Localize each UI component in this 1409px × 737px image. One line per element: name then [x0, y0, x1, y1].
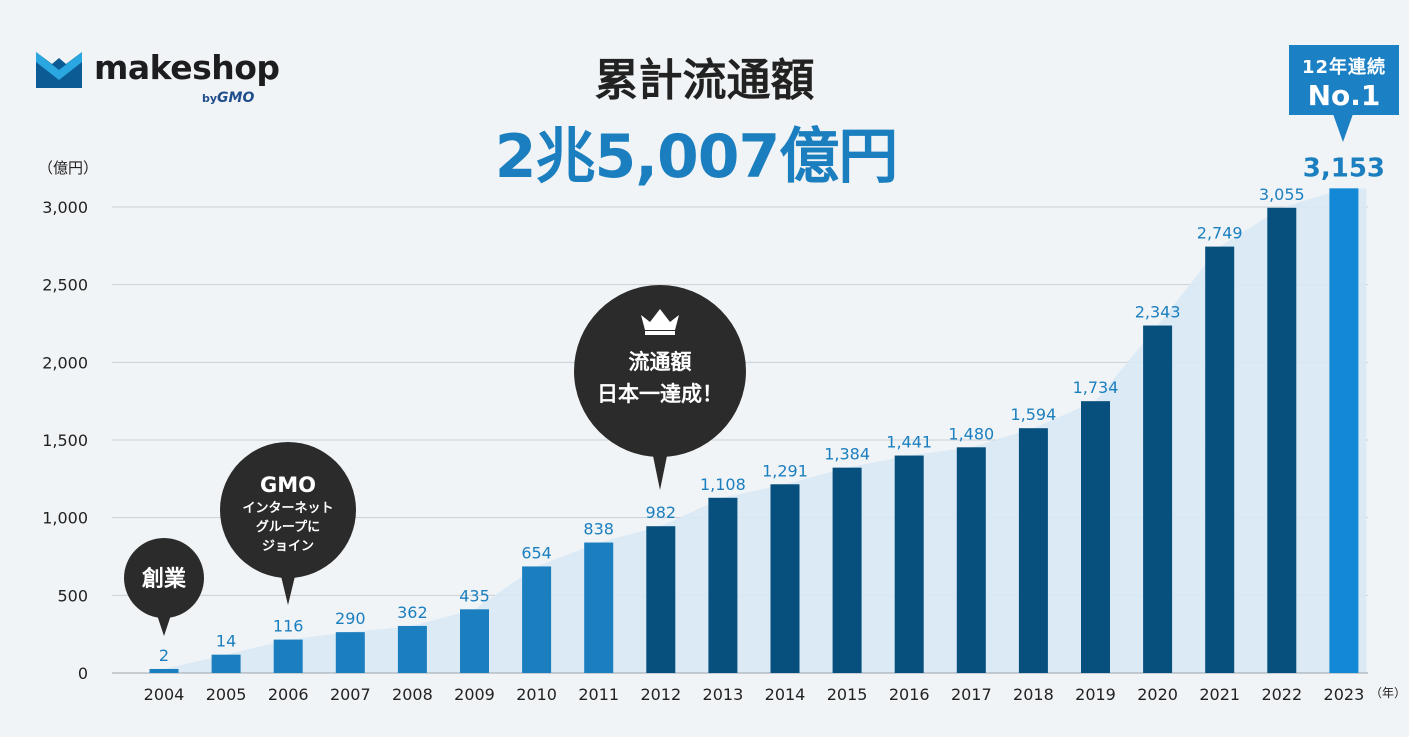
value-label: 654 — [521, 543, 552, 562]
callout-bubble — [574, 285, 746, 457]
value-label: 2 — [159, 646, 169, 665]
badge-line2: No.1 — [1307, 79, 1381, 112]
y-tick-label: 1,000 — [42, 509, 88, 528]
value-label: 14 — [216, 632, 236, 651]
value-label: 1,441 — [886, 433, 932, 452]
callout-text: ジョイン — [262, 539, 314, 554]
page-title: 累計流通額 — [594, 55, 815, 106]
bar-2012 — [646, 526, 676, 673]
makeshop-logo: makeshop byGMO — [36, 48, 286, 108]
x-tick-label: 2007 — [330, 685, 371, 704]
bar-2018 — [1018, 428, 1048, 673]
y-tick-label: 2,000 — [42, 353, 88, 372]
y-tick-label: 2,500 — [42, 276, 88, 295]
callout-tail — [156, 612, 172, 636]
bar-2021 — [1205, 246, 1235, 674]
bar-2004 — [149, 668, 179, 673]
callout-text: グループに — [256, 519, 320, 535]
value-label: 1,291 — [762, 461, 808, 480]
value-label: 3,153 — [1303, 153, 1385, 183]
value-label: 1,108 — [700, 475, 746, 494]
x-tick-label: 2011 — [578, 685, 619, 704]
badge-line1: 12年連続 — [1301, 57, 1387, 78]
value-label: 116 — [273, 617, 304, 636]
x-axis-label: （年） — [1370, 686, 1406, 700]
x-tick-label: 2012 — [640, 685, 681, 704]
bar-2010 — [522, 566, 552, 673]
cumulative-area — [149, 188, 1367, 674]
x-tick-label: 2015 — [827, 685, 868, 704]
callout-tail — [652, 451, 668, 490]
x-tick-label: 2017 — [951, 685, 992, 704]
bar-2015 — [832, 467, 862, 673]
callout-text: 創業 — [142, 567, 187, 592]
y-axis-label: （億円） — [38, 159, 98, 177]
bar-2014 — [770, 484, 800, 673]
bar-2011 — [584, 542, 614, 673]
x-tick-label: 2006 — [268, 685, 309, 704]
bar-2016 — [894, 455, 924, 673]
callout-text: GMO — [260, 473, 316, 497]
crown-icon — [641, 309, 679, 330]
bar-2007 — [335, 632, 365, 673]
bar-2009 — [460, 609, 489, 673]
x-tick-label: 2005 — [206, 685, 247, 704]
brand-byline: byGMO — [202, 90, 254, 106]
y-tick-label: 500 — [57, 586, 88, 605]
value-label: 435 — [459, 586, 490, 605]
parent-brand: GMO — [217, 90, 255, 106]
crown-base — [645, 331, 675, 335]
x-tick-label: 2022 — [1261, 685, 1302, 704]
by-text: by — [202, 92, 218, 105]
x-tick-label: 2019 — [1075, 685, 1116, 704]
value-label: 290 — [335, 609, 366, 628]
callout-tail — [280, 572, 296, 605]
x-tick-label: 2004 — [144, 685, 185, 704]
value-label: 2,343 — [1135, 303, 1181, 322]
bar-2006 — [273, 639, 303, 673]
callout-text: 日本一達成！ — [597, 382, 723, 406]
bar-2023 — [1329, 188, 1359, 674]
value-label: 1,480 — [948, 424, 994, 443]
badge-tail — [1333, 114, 1353, 142]
value-label: 982 — [646, 503, 677, 522]
callout-bubble — [124, 538, 204, 618]
x-tick-label: 2020 — [1137, 685, 1178, 704]
bar-2013 — [708, 497, 738, 673]
value-label: 1,734 — [1073, 378, 1119, 397]
x-tick-label: 2009 — [454, 685, 495, 704]
total-amount: 2兆5,007億円 — [494, 122, 899, 192]
y-tick-label: 0 — [78, 664, 88, 683]
makeshop-m-icon — [36, 52, 82, 88]
value-label: 2,749 — [1197, 224, 1243, 243]
y-tick-label: 3,000 — [42, 198, 88, 217]
x-tick-label: 2023 — [1324, 685, 1365, 704]
x-tick-label: 2021 — [1199, 685, 1240, 704]
no1-badge: 12年連続 No.1 — [1289, 45, 1399, 115]
bar-2020 — [1143, 325, 1173, 673]
bar-2019 — [1081, 401, 1110, 673]
callout-text: インターネット — [242, 501, 333, 516]
bar-2022 — [1267, 207, 1297, 673]
x-tick-label: 2014 — [765, 685, 806, 704]
value-label: 838 — [583, 520, 614, 539]
bar-2005 — [211, 654, 241, 673]
value-label: 362 — [397, 603, 428, 622]
value-label: 1,384 — [824, 445, 870, 464]
bar-2008 — [397, 625, 427, 673]
callout-bubble — [220, 442, 356, 578]
callout-text: 流通額 — [629, 350, 692, 374]
x-tick-label: 2010 — [516, 685, 557, 704]
y-tick-label: 1,500 — [42, 431, 88, 450]
value-label: 1,594 — [1010, 405, 1056, 424]
x-tick-label: 2016 — [889, 685, 930, 704]
bar-2017 — [956, 447, 986, 673]
brand-name: makeshop — [94, 48, 280, 87]
value-label: 3,055 — [1259, 185, 1305, 204]
x-tick-label: 2013 — [703, 685, 744, 704]
x-tick-label: 2008 — [392, 685, 433, 704]
x-tick-label: 2018 — [1013, 685, 1054, 704]
